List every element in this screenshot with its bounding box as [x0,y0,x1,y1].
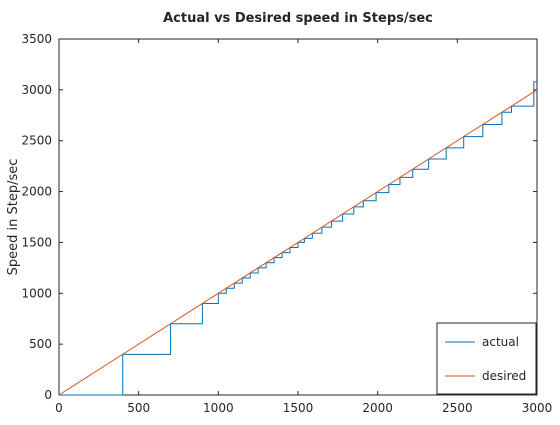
x-tick-label: 2500 [442,401,473,415]
y-tick-label: 1500 [21,235,52,249]
legend-label-desired: desired [482,369,526,383]
y-axis-label: Speed in Step/sec [6,159,21,276]
y-tick-label: 3000 [21,83,52,97]
series-line-actual [59,81,537,396]
y-tick-label: 2000 [21,185,52,199]
legend-label-actual: actual [482,335,519,349]
x-tick-label: 3000 [522,401,553,415]
x-tick-label: 0 [55,401,63,415]
y-tick-label: 2500 [21,134,52,148]
y-tick-label: 0 [44,388,52,402]
x-tick-label: 2000 [362,401,393,415]
series-layer [58,81,538,396]
x-axis: 0 500 1000 1500 2000 2500 3000 [55,39,552,415]
x-tick-label: 1000 [203,401,234,415]
y-tick-label: 1000 [21,286,52,300]
y-tick-label: 500 [29,337,52,351]
y-axis: 0 500 1000 1500 2000 2500 3000 3500 [21,32,537,402]
chart-title: Actual vs Desired speed in Steps/sec [163,11,433,26]
series-line-desired [58,89,538,396]
x-tick-label: 500 [127,401,150,415]
legend-box [436,322,537,395]
x-tick-label: 1500 [283,401,314,415]
legend: actual desired [436,322,537,395]
y-tick-label: 3500 [21,32,52,46]
